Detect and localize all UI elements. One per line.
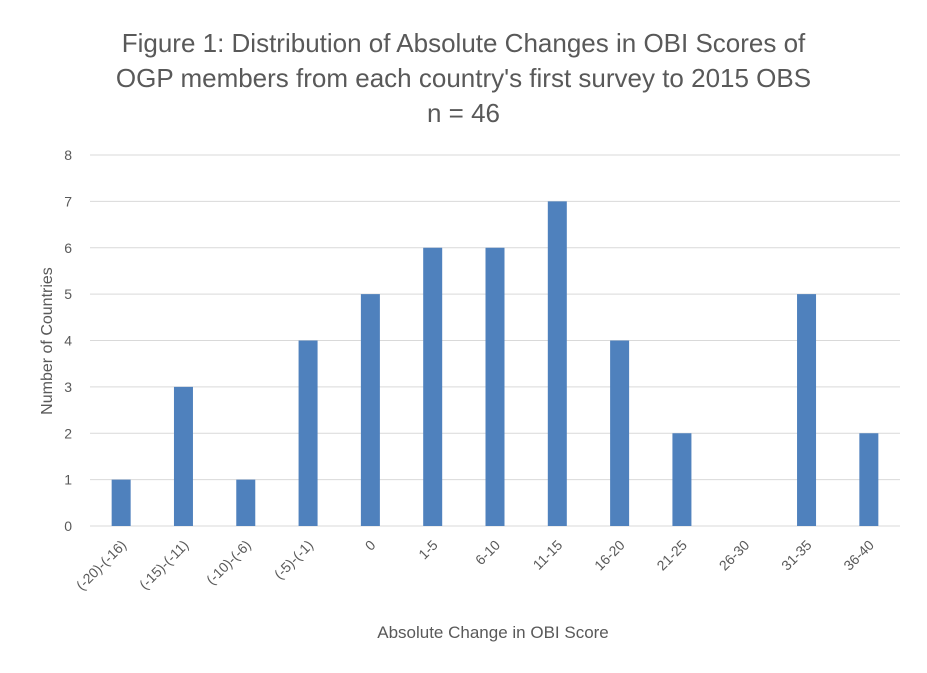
x-tick-label: (-10)-(-6) [203, 537, 254, 588]
y-tick-label: 6 [64, 240, 72, 256]
chart-title-line-3: n = 46 [426, 98, 500, 128]
y-tick-label: 0 [64, 518, 72, 534]
bar [672, 433, 692, 526]
x-tick-label: 0 [362, 537, 379, 554]
y-tick-label: 7 [64, 193, 72, 209]
x-tick-label: 11-15 [530, 537, 566, 573]
x-tick-label: 16-20 [591, 537, 628, 574]
x-tick-labels: (-20)-(-16) (-15)-(-11) (-10)-(-6) (-5)-(-1… [73, 537, 877, 594]
x-axis-label: Absolute Change in OBI Score [377, 623, 609, 642]
y-tick-label: 1 [64, 472, 72, 488]
bar [173, 386, 193, 526]
y-tick-label: 4 [64, 333, 72, 349]
x-tick-label: 6-10 [472, 537, 503, 568]
x-tick-label: (-5)-(-1) [271, 537, 316, 582]
y-tick-label: 2 [64, 425, 72, 441]
bar [485, 247, 505, 526]
y-axis-label: Number of Countries [39, 267, 56, 415]
bar [610, 340, 630, 526]
x-tick-label: (-20)-(-16) [73, 537, 129, 593]
y-tick-label: 3 [64, 379, 72, 395]
y-tick-label: 5 [64, 286, 72, 302]
y-tick-labels: 0 1 2 3 4 5 6 7 8 [64, 147, 72, 534]
bar [797, 294, 817, 526]
y-tick-label: 8 [64, 147, 72, 163]
bar [111, 479, 131, 526]
x-tick-label: 26-30 [716, 537, 753, 574]
bar [859, 433, 879, 526]
bar [360, 294, 380, 526]
x-tick-label: 31-35 [778, 537, 815, 574]
x-tick-label: 1-5 [415, 537, 441, 563]
chart-title-line-1: Figure 1: Distribution of Absolute Chang… [121, 28, 806, 58]
bar [298, 340, 318, 526]
bar [236, 479, 256, 526]
bar [547, 201, 567, 526]
x-tick-label: 36-40 [840, 537, 877, 574]
x-tick-label: (-15)-(-11) [136, 537, 192, 593]
chart-title-line-2: OGP members from each country's first su… [115, 63, 812, 93]
x-tick-label: 21-25 [653, 537, 690, 574]
bars [111, 201, 879, 526]
bar [423, 247, 443, 526]
